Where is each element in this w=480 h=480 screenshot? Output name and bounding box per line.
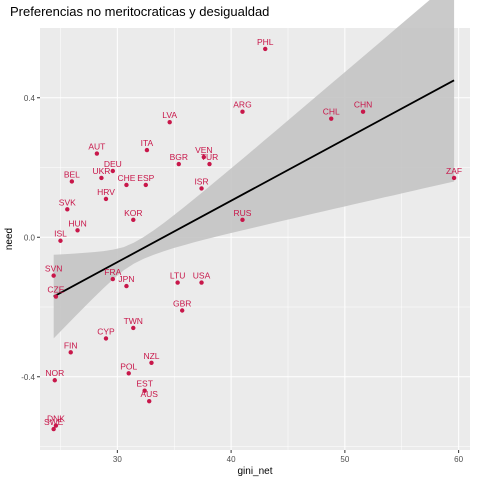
point-label-tur: TUR bbox=[201, 152, 218, 162]
data-point-gbr bbox=[180, 308, 184, 312]
data-point-cze bbox=[54, 294, 58, 298]
data-point-rus bbox=[240, 218, 244, 222]
data-point-pol bbox=[127, 371, 131, 375]
data-point-deu bbox=[111, 169, 115, 173]
data-point-che bbox=[124, 183, 128, 187]
data-point-chn bbox=[361, 110, 365, 114]
data-point-ita bbox=[145, 148, 149, 152]
data-point-svn bbox=[51, 273, 55, 277]
data-point-isl bbox=[58, 239, 62, 243]
data-point-esp bbox=[144, 183, 148, 187]
point-label-gbr: GBR bbox=[173, 298, 191, 308]
point-label-nor: NOR bbox=[45, 368, 64, 378]
data-point-phl bbox=[263, 47, 267, 51]
data-point-hun bbox=[75, 228, 79, 232]
point-label-fin: FIN bbox=[64, 340, 78, 350]
point-label-cze: CZE bbox=[47, 285, 64, 295]
data-point-bel bbox=[70, 179, 74, 183]
point-label-usa: USA bbox=[193, 271, 211, 281]
point-label-ukr: UKR bbox=[92, 166, 110, 176]
point-label-bgr: BGR bbox=[170, 152, 188, 162]
point-label-swe: SWE bbox=[44, 417, 64, 427]
point-label-lva: LVA bbox=[162, 110, 177, 120]
data-point-tur bbox=[207, 162, 211, 166]
point-label-aut: AUT bbox=[88, 142, 105, 152]
x-tick-label: 60 bbox=[454, 455, 463, 464]
data-point-usa bbox=[199, 280, 203, 284]
point-label-arg: ARG bbox=[233, 100, 251, 110]
point-label-nzl: NZL bbox=[143, 351, 159, 361]
point-label-zaf: ZAF bbox=[446, 166, 462, 176]
data-point-nor bbox=[53, 378, 57, 382]
point-label-che: CHE bbox=[117, 173, 135, 183]
data-point-zaf bbox=[452, 176, 456, 180]
point-label-hrv: HRV bbox=[97, 187, 115, 197]
point-label-hun: HUN bbox=[68, 218, 86, 228]
data-point-bgr bbox=[177, 162, 181, 166]
data-point-swe bbox=[51, 427, 55, 431]
point-label-rus: RUS bbox=[234, 208, 252, 218]
data-point-twn bbox=[131, 326, 135, 330]
point-label-svk: SVK bbox=[59, 197, 76, 207]
data-point-isr bbox=[199, 186, 203, 190]
data-point-fin bbox=[69, 350, 73, 354]
y-tick-label: -0.4 bbox=[21, 373, 35, 382]
data-point-hrv bbox=[104, 197, 108, 201]
x-axis-title: gini_net bbox=[237, 466, 272, 477]
data-point-kor bbox=[131, 218, 135, 222]
point-label-aus: AUS bbox=[140, 389, 158, 399]
x-tick-label: 50 bbox=[340, 455, 349, 464]
x-tick-label: 30 bbox=[113, 455, 122, 464]
y-tick-label: 0.0 bbox=[24, 233, 36, 242]
point-label-est: EST bbox=[136, 379, 153, 389]
data-point-arg bbox=[240, 110, 244, 114]
point-label-ita: ITA bbox=[141, 138, 154, 148]
point-label-kor: KOR bbox=[124, 208, 142, 218]
data-point-aus bbox=[147, 399, 151, 403]
point-label-isr: ISR bbox=[194, 176, 208, 186]
point-label-pol: POL bbox=[120, 361, 137, 371]
y-axis-title: need bbox=[4, 228, 15, 250]
data-point-ltu bbox=[175, 280, 179, 284]
point-label-chl: CHL bbox=[323, 107, 340, 117]
y-tick-label: 0.4 bbox=[24, 94, 36, 103]
point-label-cyp: CYP bbox=[97, 326, 115, 336]
data-point-lva bbox=[167, 120, 171, 124]
point-label-isl: ISL bbox=[54, 229, 67, 239]
point-label-ltu: LTU bbox=[170, 271, 185, 281]
data-point-nzl bbox=[149, 361, 153, 365]
point-label-twn: TWN bbox=[124, 316, 143, 326]
x-tick-label: 40 bbox=[227, 455, 236, 464]
point-label-bel: BEL bbox=[64, 169, 80, 179]
data-point-aut bbox=[95, 151, 99, 155]
point-label-svn: SVN bbox=[45, 264, 62, 274]
point-label-phl: PHL bbox=[257, 37, 274, 47]
point-label-chn: CHN bbox=[354, 100, 372, 110]
data-point-svk bbox=[65, 207, 69, 211]
data-point-fra bbox=[111, 277, 115, 281]
data-point-cyp bbox=[104, 336, 108, 340]
point-label-jpn: JPN bbox=[118, 274, 134, 284]
point-label-esp: ESP bbox=[137, 173, 154, 183]
data-point-chl bbox=[329, 116, 333, 120]
data-point-jpn bbox=[124, 284, 128, 288]
data-point-ukr bbox=[99, 176, 103, 180]
